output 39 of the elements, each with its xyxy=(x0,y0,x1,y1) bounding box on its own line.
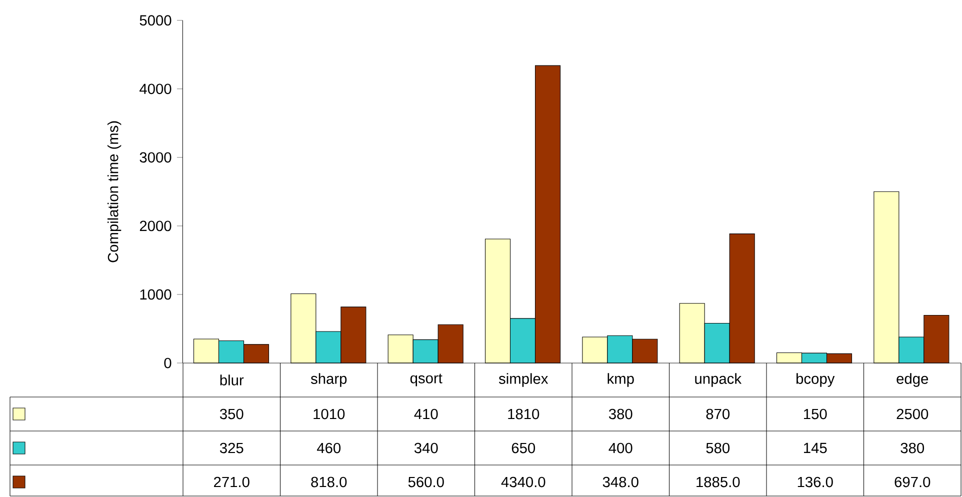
x-tick-label: sharp xyxy=(310,373,347,387)
x-tick-label: kmp xyxy=(608,373,634,387)
data-label: 818.0 xyxy=(311,476,347,488)
data-label: 650 xyxy=(512,442,536,454)
data-label: 350 xyxy=(220,408,244,420)
data-label: 400 xyxy=(608,442,632,454)
x-tick-label: unpack xyxy=(695,373,742,387)
data-label: 870 xyxy=(706,408,730,420)
data-label: 348.0 xyxy=(602,476,638,488)
data-label: 410 xyxy=(414,408,438,420)
data-label: 1810 xyxy=(508,408,540,420)
x-tick-label: blur xyxy=(220,374,244,386)
x-tick-label: simplex xyxy=(498,373,548,387)
data-label: 380 xyxy=(900,442,924,454)
y-axis-title: Compilation time (ms) xyxy=(107,121,122,262)
data-label: 271.0 xyxy=(214,476,250,488)
data-label: 145 xyxy=(804,442,827,454)
x-tick-label: edge xyxy=(896,373,928,387)
data-label: 1010 xyxy=(314,408,345,420)
data-label: 460 xyxy=(316,442,341,454)
data-label: 150 xyxy=(804,408,827,420)
x-tick-label: bcopy xyxy=(796,373,835,387)
y-tick-label: 0 xyxy=(164,358,172,368)
y-tick-label: 2000 xyxy=(140,220,172,232)
data-label: 4340.0 xyxy=(501,476,546,488)
data-label: 340 xyxy=(414,442,438,454)
y-tick-label: 1000 xyxy=(140,289,172,300)
data-label: 560.0 xyxy=(408,476,444,488)
data-label: 380 xyxy=(608,408,632,420)
data-label: 697.0 xyxy=(894,476,930,488)
x-tick-label: qsort xyxy=(410,374,442,386)
data-label: 580 xyxy=(706,442,730,454)
y-tick-label: 5000 xyxy=(140,15,172,26)
data-label: 325 xyxy=(220,442,244,454)
y-tick-label: 3000 xyxy=(140,152,172,163)
data-label: 1885.0 xyxy=(696,476,740,488)
data-label: 136.0 xyxy=(798,476,833,488)
y-tick-label: 4000 xyxy=(140,84,172,94)
data-label: 2500 xyxy=(896,408,928,420)
